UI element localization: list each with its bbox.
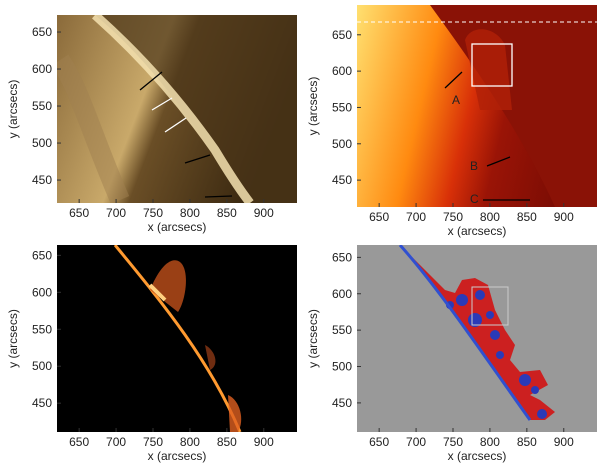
y-tick-label: 450 <box>32 173 52 187</box>
y-tick-label: 500 <box>32 136 52 150</box>
y-tick-label: 650 <box>332 28 352 42</box>
x-axis-label: x (arcsecs) <box>148 220 207 234</box>
y-tick-label: 450 <box>332 173 352 187</box>
annotation: B <box>470 159 478 173</box>
y-tick-label: 650 <box>332 250 352 264</box>
y-tick-label: 500 <box>332 137 352 151</box>
image-panel-1 <box>57 15 297 203</box>
y-axis-label: y (arcsecs) <box>6 309 20 368</box>
y-tick-label: 550 <box>332 100 352 114</box>
annotation: A <box>452 93 460 107</box>
y-tick-label: 500 <box>32 359 52 373</box>
y-tick-label: 600 <box>32 62 52 76</box>
y-axis-label: y (arcsecs) <box>6 80 20 139</box>
y-tick-label: 500 <box>332 360 352 374</box>
y-axis-label: y (arcsecs) <box>306 309 320 368</box>
y-tick-label: 650 <box>32 25 52 39</box>
annotation: C <box>470 192 479 206</box>
x-tick-label: 750 <box>143 435 163 449</box>
y-tick-label: 450 <box>32 396 52 410</box>
image-panel-2 <box>357 5 597 207</box>
image-panel-3 <box>57 245 297 432</box>
image-panel-4 <box>357 245 597 432</box>
x-axis-label: x (arcsecs) <box>448 224 507 238</box>
y-tick-label: 600 <box>332 64 352 78</box>
y-tick-label: 600 <box>32 285 52 299</box>
y-tick-label: 550 <box>332 323 352 337</box>
x-tick-label: 650 <box>69 435 89 449</box>
x-tick-label: 650 <box>369 210 389 224</box>
y-axis-label: y (arcsecs) <box>306 77 320 136</box>
x-tick-label: 650 <box>69 206 89 220</box>
x-tick-label: 750 <box>443 210 463 224</box>
x-tick-label: 900 <box>554 435 574 449</box>
x-tick-label: 800 <box>480 210 500 224</box>
x-tick-label: 700 <box>106 206 126 220</box>
y-tick-label: 600 <box>332 287 352 301</box>
x-tick-label: 850 <box>517 435 537 449</box>
y-tick-label: 450 <box>332 396 352 410</box>
x-tick-label: 700 <box>406 435 426 449</box>
y-tick-label: 550 <box>32 99 52 113</box>
x-tick-label: 850 <box>517 210 537 224</box>
x-tick-label: 900 <box>254 206 274 220</box>
x-tick-label: 900 <box>254 435 274 449</box>
x-axis-label: x (arcsecs) <box>448 449 507 463</box>
y-tick-label: 550 <box>32 322 52 336</box>
x-tick-label: 850 <box>217 435 237 449</box>
x-tick-label: 750 <box>143 206 163 220</box>
x-tick-label: 900 <box>554 210 574 224</box>
x-axis-label: x (arcsecs) <box>148 449 207 463</box>
x-tick-label: 800 <box>180 206 200 220</box>
x-tick-label: 700 <box>406 210 426 224</box>
x-tick-label: 700 <box>106 435 126 449</box>
x-tick-label: 850 <box>217 206 237 220</box>
x-tick-label: 800 <box>480 435 500 449</box>
x-tick-label: 800 <box>180 435 200 449</box>
x-tick-label: 650 <box>369 435 389 449</box>
y-tick-label: 650 <box>32 248 52 262</box>
x-tick-label: 750 <box>443 435 463 449</box>
